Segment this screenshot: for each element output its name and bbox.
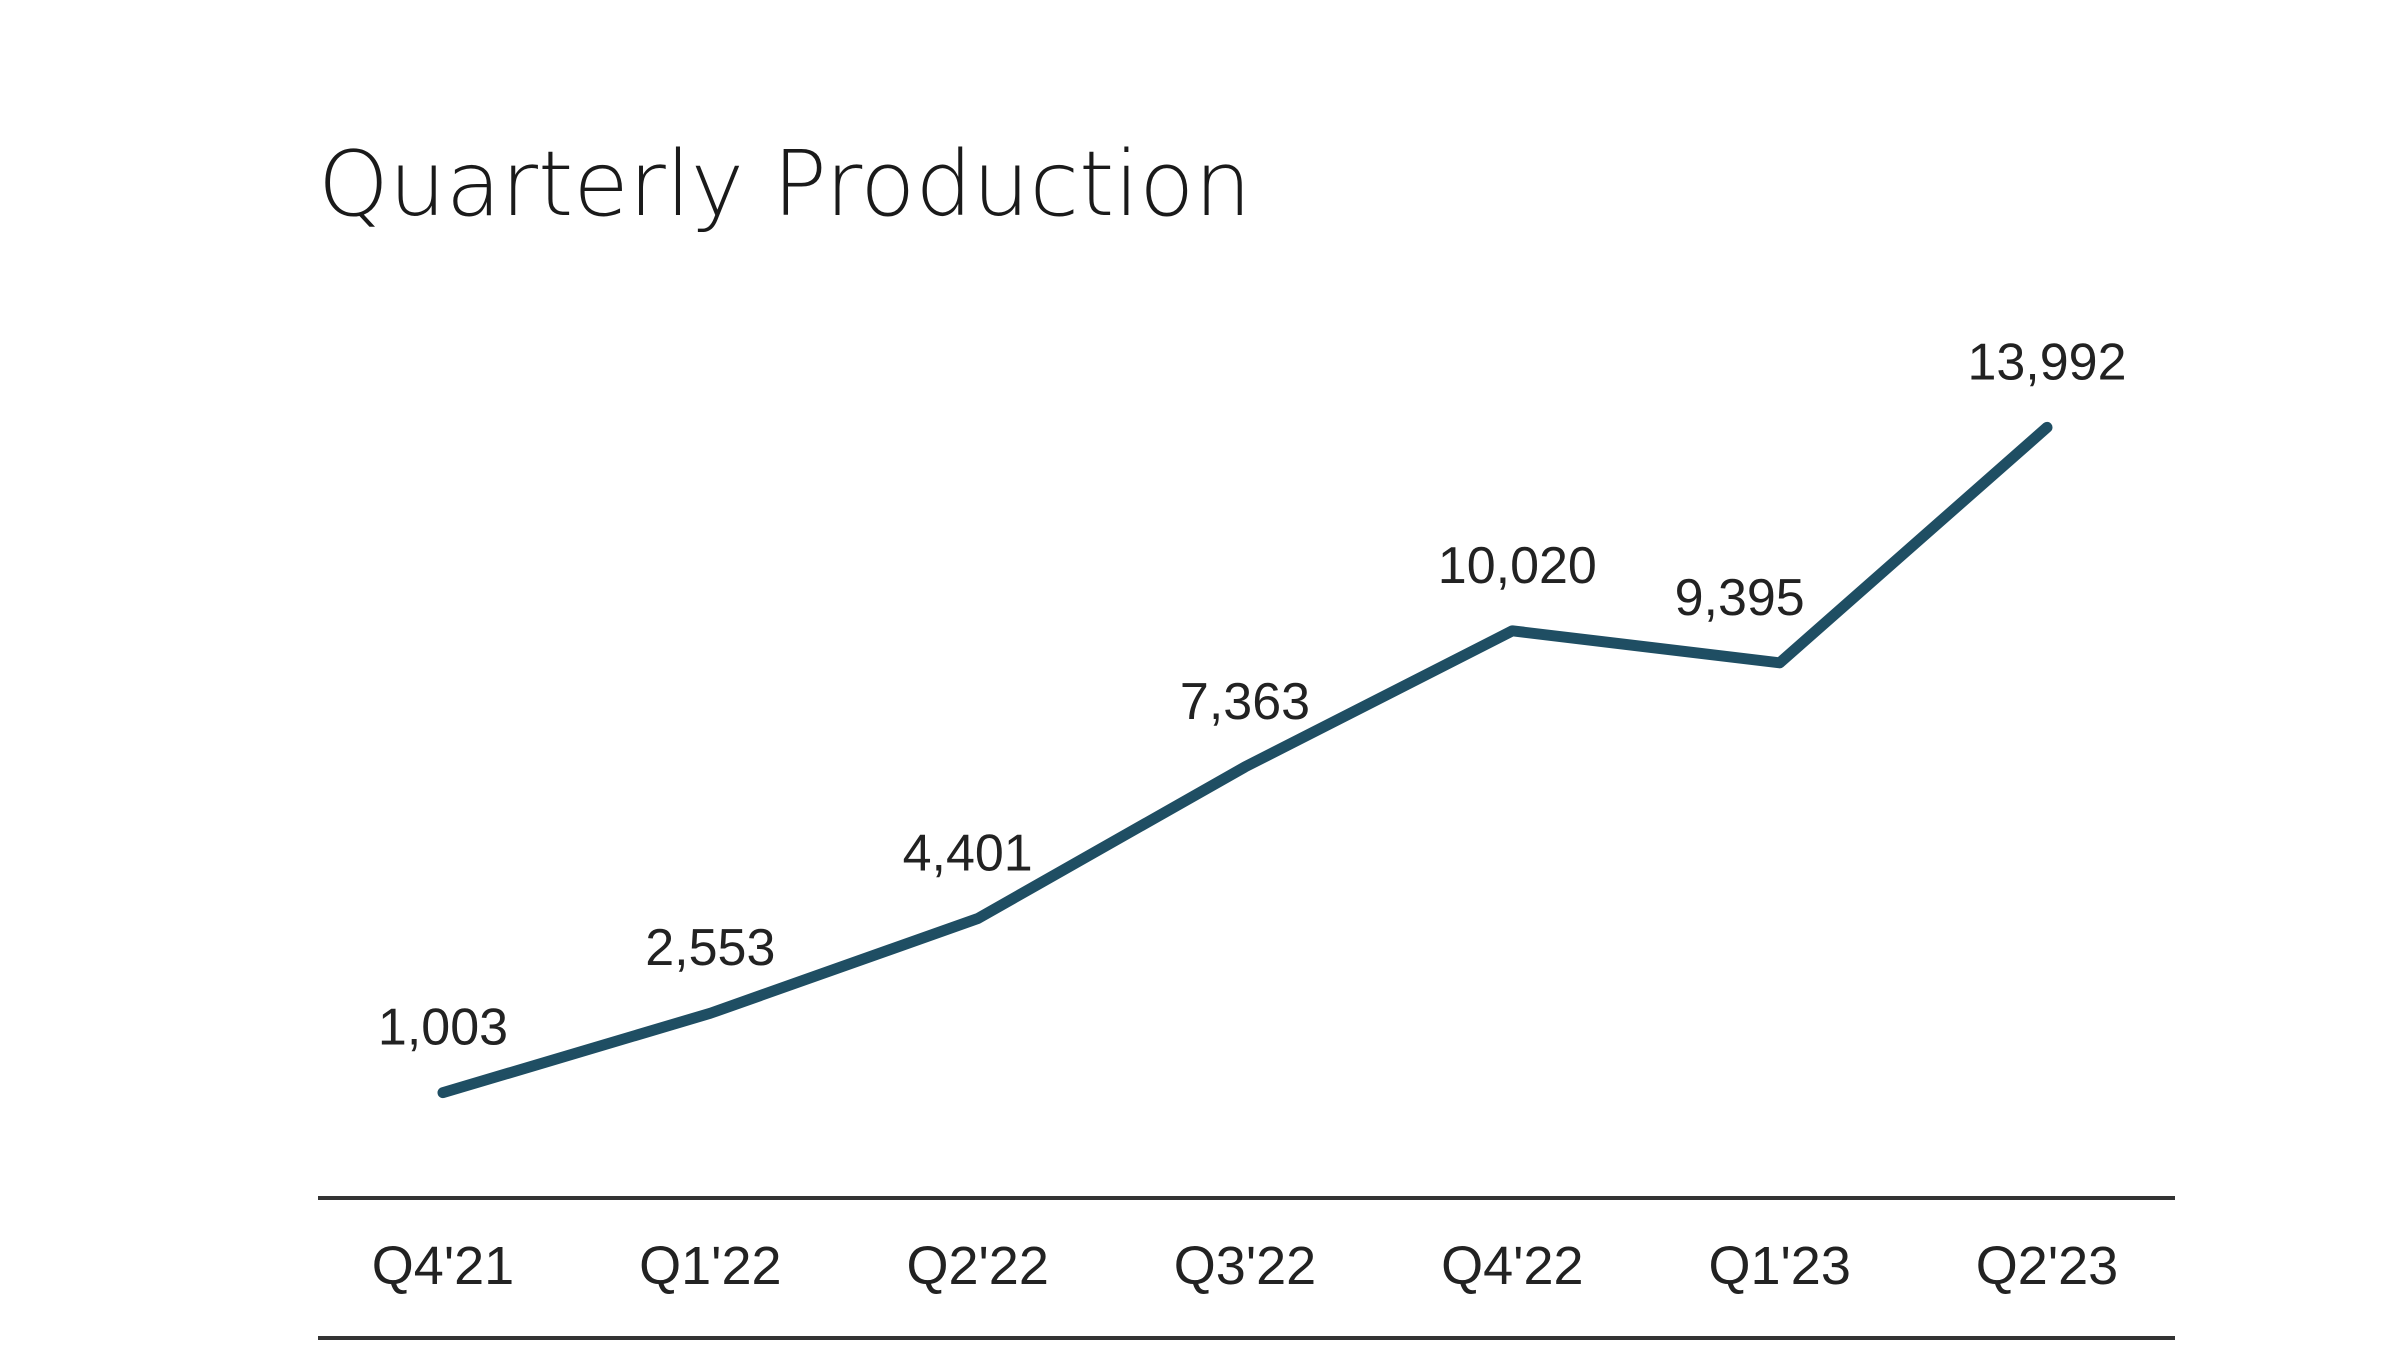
- axis-layer: [318, 1196, 2175, 1340]
- data-label-1: 2,553: [645, 919, 775, 977]
- x-tick-label-5: Q1'23: [1708, 1236, 1850, 1296]
- x-tick-label-6: Q2'23: [1976, 1236, 2118, 1296]
- data-label-5: 9,395: [1675, 569, 1805, 627]
- data-label-3: 7,363: [1180, 673, 1310, 731]
- series-line: [437, 421, 2053, 1099]
- chart-title: Quarterly Production: [318, 132, 1251, 237]
- data-labels: 1,003 2,553 4,401 7,363 10,020 9,395 13,992: [378, 333, 2127, 1056]
- series-layer: [437, 421, 2053, 1099]
- data-label-0: 1,003: [378, 999, 508, 1057]
- x-tick-label-4: Q4'22: [1441, 1236, 1583, 1296]
- data-label-6: 13,992: [1967, 333, 2126, 391]
- data-label-2: 4,401: [903, 825, 1033, 883]
- x-axis-ticks: Q4'21 Q1'22 Q2'22 Q3'22 Q4'22 Q1'23 Q2'23: [372, 1236, 2118, 1296]
- x-tick-label-1: Q1'22: [639, 1236, 781, 1296]
- x-tick-label-3: Q3'22: [1174, 1236, 1316, 1296]
- x-tick-label-0: Q4'21: [372, 1236, 514, 1296]
- x-tick-label-2: Q2'22: [906, 1236, 1048, 1296]
- data-label-4: 10,020: [1438, 537, 1597, 595]
